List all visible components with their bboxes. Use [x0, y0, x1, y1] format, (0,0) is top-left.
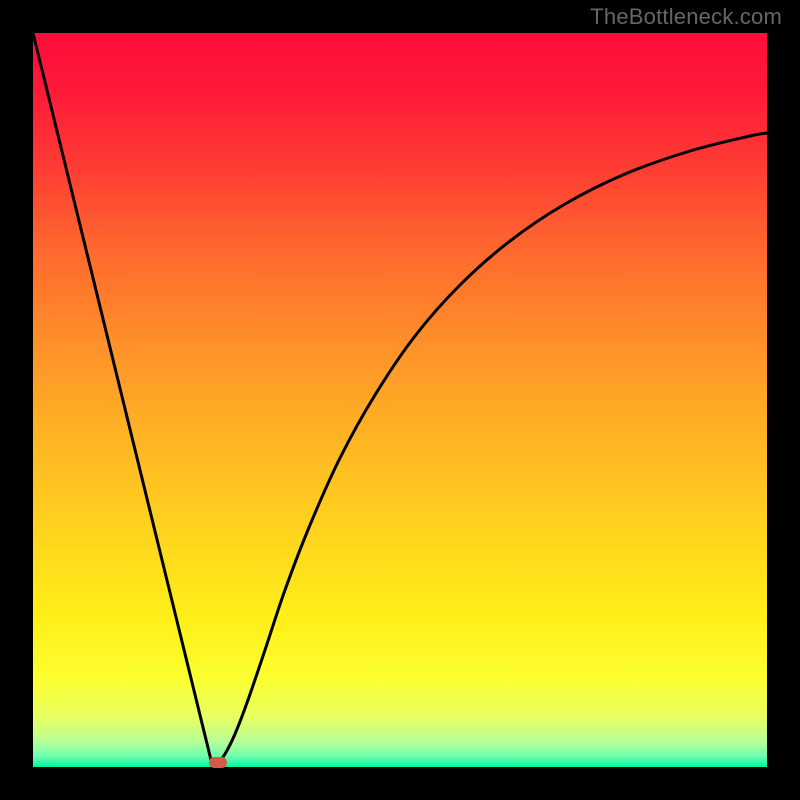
chart-container: TheBottleneck.com	[0, 0, 800, 800]
minimum-marker	[209, 757, 227, 768]
curve-left-branch	[33, 33, 211, 760]
watermark-text: TheBottleneck.com	[590, 4, 782, 30]
curve-right-branch	[218, 133, 767, 763]
curve-layer	[0, 0, 800, 800]
